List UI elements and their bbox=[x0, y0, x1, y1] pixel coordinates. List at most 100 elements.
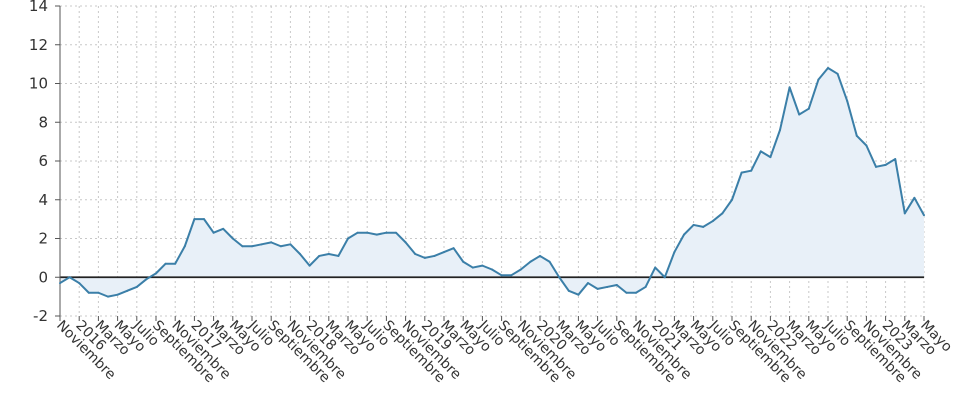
data-point bbox=[740, 171, 743, 174]
data-point bbox=[702, 225, 705, 228]
data-point bbox=[241, 245, 244, 248]
data-point bbox=[452, 247, 455, 250]
data-point bbox=[318, 254, 321, 257]
data-point bbox=[385, 231, 388, 234]
x-ticks: Noviembre2016MarzoMayoJulioSeptiembreNov… bbox=[53, 316, 955, 386]
data-point bbox=[711, 220, 714, 223]
data-point bbox=[251, 245, 253, 248]
data-point bbox=[798, 113, 801, 116]
data-point bbox=[788, 86, 791, 89]
data-point bbox=[836, 72, 839, 75]
data-point bbox=[529, 260, 532, 263]
data-point bbox=[145, 278, 148, 281]
y-tick-label: 4 bbox=[38, 191, 48, 209]
data-point bbox=[750, 169, 753, 172]
data-point bbox=[462, 260, 465, 263]
data-points bbox=[59, 67, 925, 298]
data-point bbox=[846, 99, 849, 102]
data-point bbox=[87, 291, 90, 294]
y-tick-label: 12 bbox=[29, 36, 48, 54]
data-point bbox=[491, 268, 493, 271]
data-point bbox=[548, 260, 551, 263]
data-point bbox=[404, 241, 407, 244]
data-point bbox=[894, 158, 897, 161]
data-point bbox=[107, 295, 109, 298]
data-point bbox=[865, 144, 868, 147]
data-point bbox=[471, 266, 474, 269]
data-point bbox=[923, 214, 925, 217]
data-point bbox=[222, 227, 225, 230]
data-point bbox=[193, 218, 196, 221]
data-point bbox=[481, 264, 484, 267]
data-point bbox=[366, 231, 369, 234]
y-tick-label: 10 bbox=[29, 75, 48, 93]
data-point bbox=[884, 163, 887, 166]
data-point bbox=[68, 276, 71, 279]
data-point bbox=[731, 198, 733, 201]
data-point bbox=[644, 285, 647, 288]
y-tick-label: 6 bbox=[38, 152, 48, 170]
data-point bbox=[212, 231, 215, 234]
data-point bbox=[606, 285, 609, 288]
data-point bbox=[423, 256, 426, 259]
data-point bbox=[913, 196, 916, 199]
data-point bbox=[500, 274, 503, 277]
data-point bbox=[855, 134, 858, 137]
data-point bbox=[347, 237, 349, 240]
data-point bbox=[510, 274, 513, 277]
data-point bbox=[635, 291, 637, 294]
data-point bbox=[519, 268, 522, 271]
data-point bbox=[174, 262, 177, 265]
data-point bbox=[769, 156, 772, 159]
data-point bbox=[375, 233, 378, 236]
y-tick-label: 8 bbox=[38, 113, 48, 131]
data-point bbox=[289, 243, 292, 246]
data-point bbox=[443, 251, 445, 254]
y-ticks: -2 0 2 4 6 8 10 12 14 bbox=[29, 0, 60, 325]
data-point bbox=[97, 291, 100, 294]
data-point bbox=[779, 129, 781, 131]
data-point bbox=[827, 67, 829, 69]
data-point bbox=[337, 254, 340, 257]
data-point bbox=[587, 282, 589, 285]
data-point bbox=[673, 251, 676, 254]
grid bbox=[59, 5, 925, 317]
y-tick-label: 14 bbox=[29, 0, 48, 15]
data-point bbox=[903, 212, 906, 215]
data-point bbox=[692, 223, 695, 226]
data-point bbox=[135, 285, 138, 288]
data-point bbox=[260, 243, 263, 246]
data-point bbox=[59, 282, 61, 285]
data-point bbox=[183, 245, 186, 248]
data-point bbox=[539, 254, 541, 257]
data-point bbox=[567, 289, 570, 292]
y-tick-label: -2 bbox=[33, 307, 48, 325]
area-fill bbox=[60, 68, 924, 297]
data-point bbox=[759, 150, 762, 153]
data-point bbox=[817, 78, 820, 81]
data-point bbox=[203, 218, 205, 221]
data-point bbox=[577, 293, 580, 296]
data-point bbox=[126, 289, 129, 292]
y-tick-label: 2 bbox=[38, 230, 48, 248]
data-point bbox=[596, 287, 599, 290]
data-point bbox=[308, 264, 311, 267]
data-point bbox=[625, 291, 628, 294]
data-point bbox=[279, 245, 282, 248]
data-point bbox=[558, 276, 561, 279]
data-point bbox=[164, 262, 167, 265]
data-point bbox=[721, 212, 724, 215]
data-point bbox=[875, 165, 877, 168]
data-point bbox=[433, 254, 436, 257]
data-point bbox=[395, 231, 397, 234]
data-point bbox=[155, 272, 157, 275]
data-point bbox=[654, 266, 657, 269]
data-point bbox=[356, 231, 359, 234]
data-point bbox=[683, 233, 685, 236]
data-point bbox=[270, 241, 273, 244]
data-point bbox=[116, 293, 119, 296]
data-point bbox=[807, 107, 810, 110]
data-point bbox=[78, 282, 81, 285]
data-point bbox=[231, 237, 234, 240]
